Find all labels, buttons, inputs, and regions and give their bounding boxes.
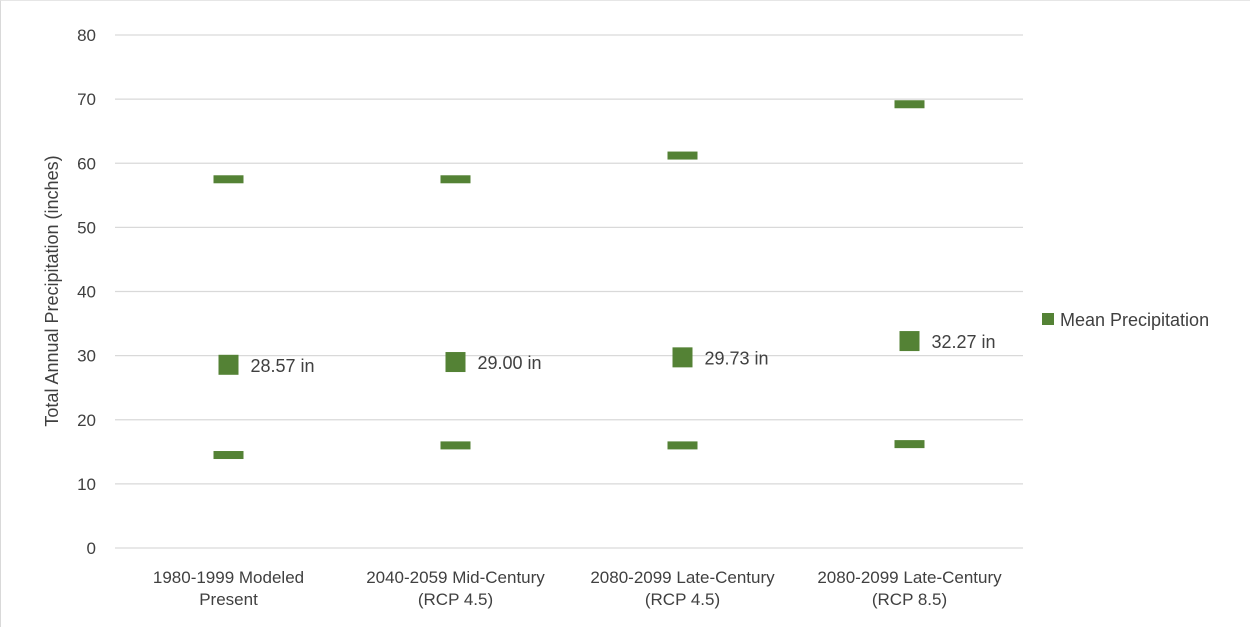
y-axis-ticks: 0 10 20 30 40 50 60 70 80 — [77, 26, 96, 558]
legend: Mean Precipitation — [1042, 310, 1209, 330]
y-tick-label: 60 — [77, 154, 96, 173]
x-category-line: 2080-2099 Late-Century — [817, 568, 1002, 587]
upper-marker — [667, 151, 698, 160]
mean-data-label: 32.27 in — [932, 332, 996, 352]
y-tick-label: 50 — [77, 218, 96, 237]
x-category-label: 1980-1999 Modeled Present — [153, 568, 304, 609]
x-axis-categories: 1980-1999 Modeled Present 2040-2059 Mid-Ce… — [153, 568, 1002, 609]
legend-swatch-mean-precipitation — [1042, 313, 1054, 325]
mean-data-label: 28.57 in — [251, 356, 315, 376]
y-tick-label: 10 — [77, 475, 96, 494]
x-category-label: 2080-2099 Late-Century (RCP 4.5) — [590, 568, 775, 609]
x-category-line: 2040-2059 Mid-Century — [366, 568, 545, 587]
y-tick-label: 40 — [77, 283, 96, 302]
lower-marker — [440, 441, 471, 450]
data-marks: 28.57 in 29.00 in 29.73 in 32.27 in — [213, 100, 996, 460]
y-tick-label: 70 — [77, 90, 96, 109]
x-category-line: Present — [199, 590, 258, 609]
legend-label-mean-precipitation: Mean Precipitation — [1060, 310, 1209, 330]
x-category-label: 2080-2099 Late-Century (RCP 8.5) — [817, 568, 1002, 609]
mean-data-label: 29.00 in — [478, 353, 542, 373]
mean-marker — [899, 331, 920, 352]
gridlines — [115, 34, 1023, 549]
x-category-line: 1980-1999 Modeled — [153, 568, 304, 587]
y-tick-label: 80 — [77, 26, 96, 45]
y-axis-label: Total Annual Precipitation (inches) — [42, 155, 62, 426]
lower-marker — [213, 451, 244, 460]
x-category-label: 2040-2059 Mid-Century (RCP 4.5) — [366, 568, 545, 609]
lower-marker — [667, 441, 698, 450]
x-category-line: 2080-2099 Late-Century — [590, 568, 775, 587]
mean-data-label: 29.73 in — [705, 348, 769, 368]
upper-marker — [894, 100, 925, 109]
x-category-line: (RCP 4.5) — [418, 590, 493, 609]
upper-marker — [213, 175, 244, 184]
lower-marker — [894, 440, 925, 449]
y-tick-label: 20 — [77, 411, 96, 430]
x-category-line: (RCP 8.5) — [872, 590, 947, 609]
y-tick-label: 0 — [87, 539, 96, 558]
mean-marker — [445, 352, 466, 373]
mean-marker — [218, 354, 239, 375]
mean-marker — [672, 347, 693, 368]
x-category-line: (RCP 4.5) — [645, 590, 720, 609]
upper-marker — [440, 175, 471, 184]
y-tick-label: 30 — [77, 347, 96, 366]
